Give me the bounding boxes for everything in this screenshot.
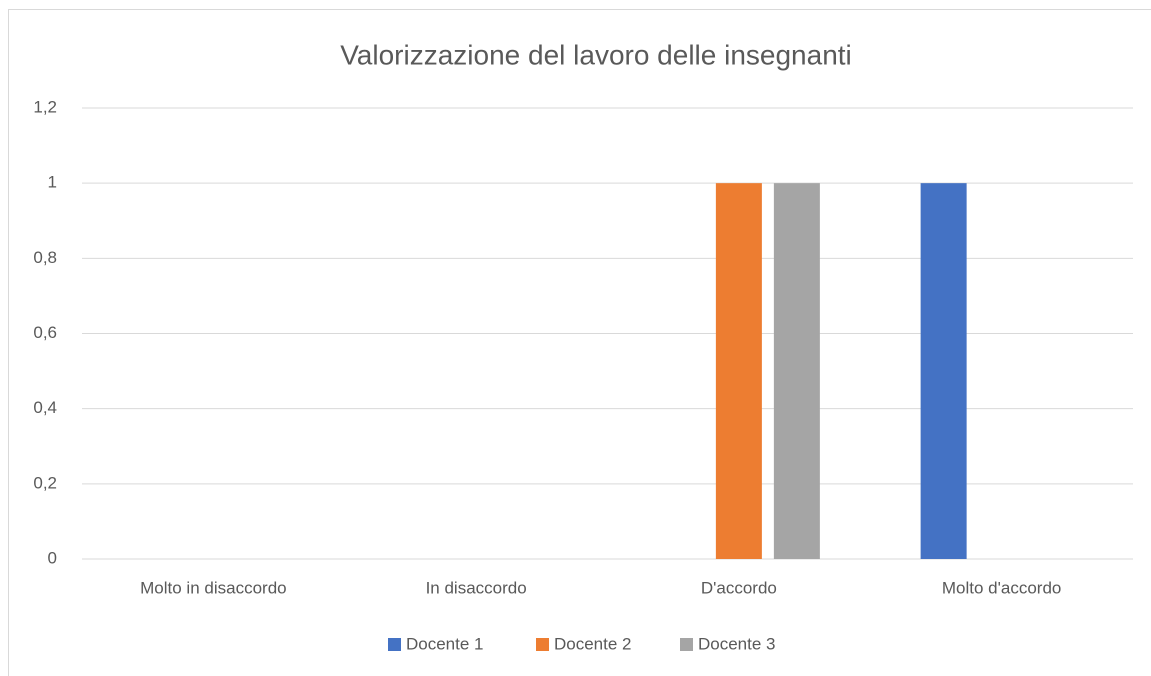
y-tick-label: 0,4 [33, 398, 57, 417]
legend-label: Docente 3 [698, 634, 776, 653]
bar [715, 183, 762, 559]
y-tick-label: 0,6 [33, 323, 57, 342]
legend-swatch [680, 638, 693, 651]
bar [920, 183, 967, 559]
x-tick-label: In disaccordo [426, 578, 527, 597]
x-tick-label: Molto d'accordo [942, 578, 1061, 597]
legend-label: Docente 2 [554, 634, 632, 653]
bar [773, 183, 820, 559]
x-tick-label: D'accordo [701, 578, 777, 597]
chart-frame [8, 9, 1151, 676]
legend-label: Docente 1 [406, 634, 484, 653]
legend-swatch [388, 638, 401, 651]
y-tick-label: 1 [48, 173, 57, 192]
x-tick-label: Molto in disaccordo [140, 578, 286, 597]
y-tick-label: 1,2 [33, 97, 57, 116]
y-tick-label: 0,2 [33, 473, 57, 492]
chart-title: Valorizzazione del lavoro delle insegnan… [340, 39, 852, 70]
y-tick-label: 0 [48, 548, 57, 567]
legend-swatch [536, 638, 549, 651]
y-tick-label: 0,8 [33, 248, 57, 267]
